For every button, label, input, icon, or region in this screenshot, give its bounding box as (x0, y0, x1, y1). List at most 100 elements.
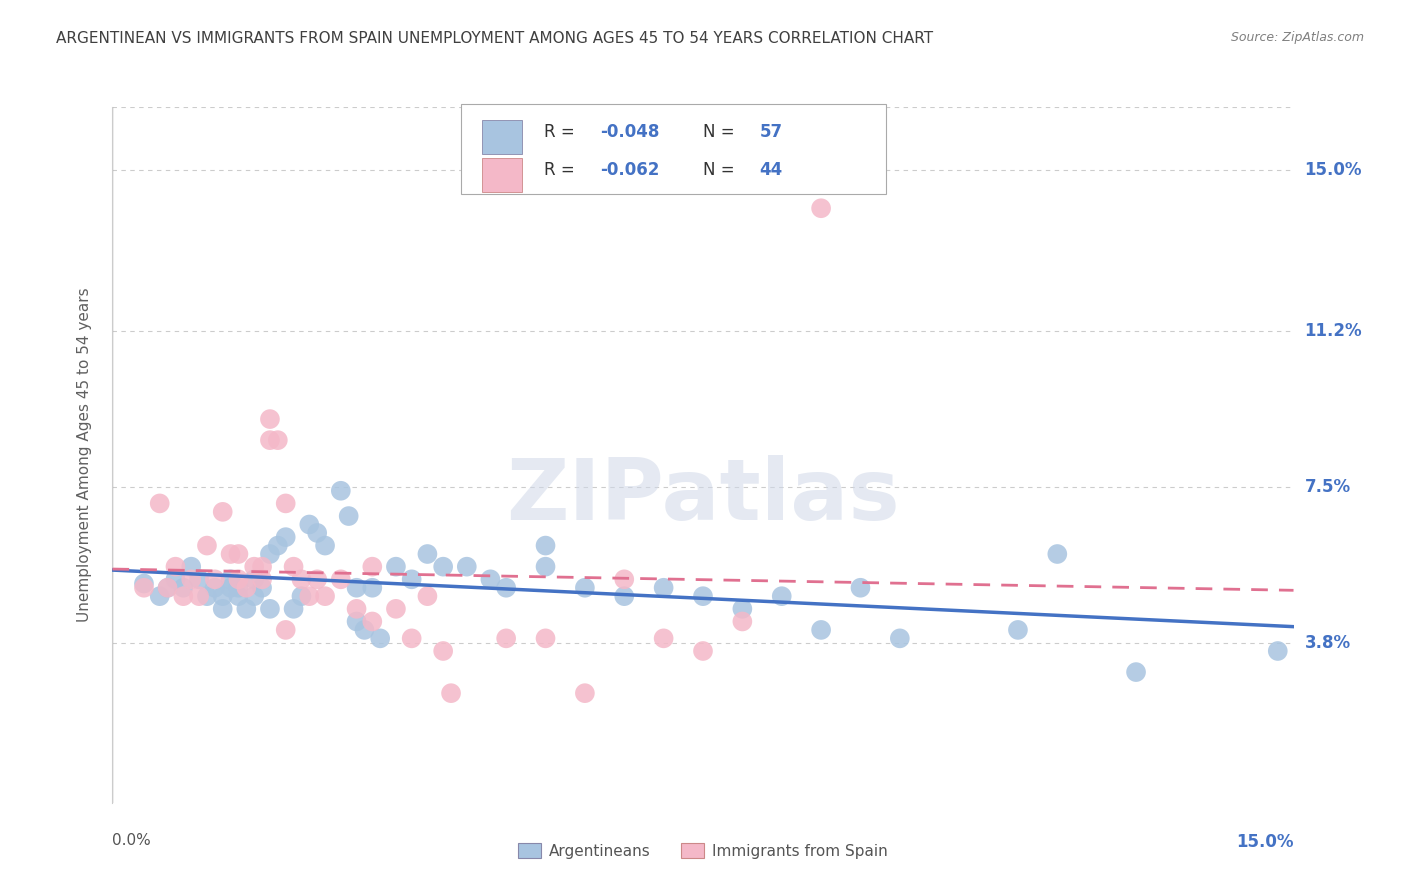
Point (652, 581, 675, 595)
Text: 44: 44 (759, 161, 783, 178)
Point (361, 581, 384, 595)
Point (228, 589, 250, 603)
Point (267, 433, 290, 447)
Text: Source: ZipAtlas.com: Source: ZipAtlas.com (1230, 31, 1364, 45)
Text: 15.0%: 15.0% (1236, 833, 1294, 851)
Point (250, 581, 273, 595)
Text: 11.2%: 11.2% (1305, 321, 1362, 340)
Point (361, 615, 384, 629)
Text: -0.062: -0.062 (600, 161, 659, 178)
Y-axis label: Unemployment Among Ages 45 to 54 years: Unemployment Among Ages 45 to 54 years (77, 287, 91, 623)
Point (259, 602, 281, 616)
Point (534, 539, 557, 553)
Point (368, 632, 391, 646)
Text: 15.0%: 15.0% (1305, 161, 1362, 179)
Legend: Argentineans, Immigrants from Spain: Argentineans, Immigrants from Spain (512, 837, 894, 864)
Point (346, 581, 368, 595)
Point (534, 559, 557, 574)
Point (652, 632, 675, 646)
Point (165, 572, 187, 586)
Point (180, 559, 202, 574)
Text: 3.8%: 3.8% (1305, 633, 1351, 651)
Point (401, 632, 423, 646)
Point (889, 632, 911, 646)
Point (132, 581, 155, 595)
Point (495, 581, 517, 595)
Point (243, 572, 266, 586)
Point (228, 547, 250, 561)
Point (432, 644, 454, 658)
Point (172, 581, 194, 595)
Point (613, 572, 636, 586)
Point (1125, 665, 1147, 679)
Point (250, 559, 273, 574)
Point (731, 615, 754, 629)
Text: 57: 57 (759, 123, 783, 141)
Point (290, 572, 312, 586)
Text: N =: N = (703, 161, 740, 178)
Point (307, 572, 329, 586)
Point (731, 602, 754, 616)
Point (495, 632, 517, 646)
Text: 7.5%: 7.5% (1305, 477, 1351, 496)
Point (432, 559, 454, 574)
Point (259, 547, 281, 561)
Point (195, 589, 218, 603)
Text: -0.048: -0.048 (600, 123, 659, 141)
Point (228, 581, 250, 595)
Point (188, 589, 211, 603)
Point (416, 547, 439, 561)
Point (849, 581, 872, 595)
Point (1046, 547, 1069, 561)
Point (228, 572, 250, 586)
Text: ZIPatlas: ZIPatlas (506, 455, 900, 538)
Point (385, 559, 408, 574)
Point (613, 589, 636, 603)
FancyBboxPatch shape (482, 120, 522, 154)
Text: 0.0%: 0.0% (112, 833, 152, 848)
Text: ARGENTINEAN VS IMMIGRANTS FROM SPAIN UNEMPLOYMENT AMONG AGES 45 TO 54 YEARS CORR: ARGENTINEAN VS IMMIGRANTS FROM SPAIN UNE… (56, 31, 934, 46)
FancyBboxPatch shape (461, 103, 886, 194)
Point (165, 559, 187, 574)
Point (274, 496, 297, 510)
Point (810, 623, 832, 637)
Point (401, 572, 423, 586)
Point (243, 589, 266, 603)
Text: R =: R = (544, 123, 579, 141)
Point (534, 632, 557, 646)
Point (267, 539, 290, 553)
Point (353, 623, 375, 637)
Point (770, 589, 793, 603)
Point (211, 602, 233, 616)
Point (283, 559, 305, 574)
Point (274, 530, 297, 544)
Point (329, 572, 352, 586)
Text: N =: N = (703, 123, 740, 141)
Point (235, 581, 257, 595)
Point (692, 589, 714, 603)
Point (456, 559, 478, 574)
Point (479, 572, 502, 586)
Point (346, 615, 368, 629)
Point (1007, 623, 1029, 637)
Point (235, 602, 257, 616)
Point (290, 589, 312, 603)
Point (188, 572, 211, 586)
Point (204, 572, 226, 586)
Point (149, 496, 172, 510)
Point (337, 509, 360, 524)
Point (259, 412, 281, 426)
Point (195, 539, 218, 553)
Point (211, 505, 233, 519)
Point (243, 559, 266, 574)
Point (211, 589, 233, 603)
Point (307, 525, 329, 540)
Point (259, 433, 281, 447)
Point (574, 581, 596, 595)
Point (574, 686, 596, 700)
Point (440, 686, 463, 700)
Point (219, 581, 242, 595)
Point (219, 572, 242, 586)
Point (314, 589, 336, 603)
Point (298, 589, 321, 603)
